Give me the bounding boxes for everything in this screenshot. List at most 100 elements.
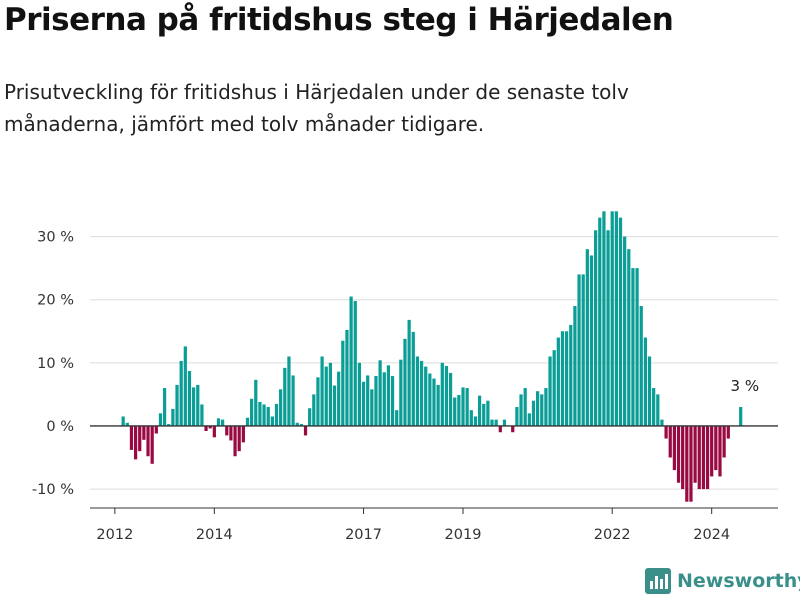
bar xyxy=(589,255,594,426)
bar xyxy=(138,425,142,452)
bar xyxy=(544,388,548,426)
bar xyxy=(183,346,187,426)
bar xyxy=(337,371,341,426)
bar xyxy=(598,217,602,426)
bar xyxy=(411,331,415,426)
bar xyxy=(374,376,378,426)
bar xyxy=(714,425,718,471)
bar xyxy=(386,365,391,426)
bar xyxy=(647,356,652,426)
bar xyxy=(573,306,577,426)
bar xyxy=(710,425,714,477)
labels: -10 % 0 % 10 % 20 % 30 % 2012 2014 2017 2019 2022… xyxy=(32,230,759,543)
bar xyxy=(440,362,444,426)
bar xyxy=(428,373,432,426)
bar xyxy=(216,418,221,426)
bar xyxy=(146,425,150,457)
bar xyxy=(142,425,146,440)
bar xyxy=(154,425,158,434)
bar xyxy=(490,419,494,426)
y-tick-label: 30 % xyxy=(37,230,74,246)
bar xyxy=(565,331,569,426)
bar xyxy=(548,356,552,426)
bar xyxy=(705,425,710,490)
newsworthy-brand: Newsworthy xyxy=(645,568,800,594)
bar xyxy=(287,356,291,426)
bar xyxy=(208,425,212,429)
bar xyxy=(204,425,208,431)
bar xyxy=(179,360,183,426)
bar xyxy=(664,425,668,439)
bar xyxy=(477,395,482,426)
x-tick-label: 2012 xyxy=(96,527,133,543)
bar xyxy=(602,211,606,426)
bar xyxy=(349,296,353,426)
bar xyxy=(448,372,453,426)
newsworthy-logo-icon xyxy=(645,568,671,594)
bar xyxy=(171,408,175,426)
bar xyxy=(361,381,366,426)
bar xyxy=(618,217,623,426)
bar xyxy=(419,360,424,426)
bar xyxy=(245,417,250,426)
bar xyxy=(511,425,515,433)
bars xyxy=(121,211,743,502)
bar xyxy=(531,400,536,426)
bar xyxy=(291,375,295,426)
bar xyxy=(527,413,531,426)
bar xyxy=(382,372,386,426)
bar xyxy=(316,377,320,426)
bar xyxy=(701,425,706,490)
bar xyxy=(652,388,656,426)
bar xyxy=(299,424,303,426)
bar xyxy=(635,268,639,426)
bar xyxy=(469,410,473,426)
x-tick-label: 2014 xyxy=(196,527,233,543)
bar xyxy=(519,394,523,426)
bar xyxy=(672,425,677,471)
bar xyxy=(461,387,465,426)
x-tick-label: 2024 xyxy=(693,527,730,543)
gridlines xyxy=(90,236,778,490)
bar xyxy=(676,425,681,483)
bar xyxy=(560,331,565,426)
bar xyxy=(262,404,266,426)
bar xyxy=(718,425,722,477)
y-tick-label: 20 % xyxy=(37,293,74,309)
bar xyxy=(328,362,333,426)
bar xyxy=(125,422,129,426)
bar xyxy=(250,398,254,426)
bar xyxy=(274,403,279,426)
bar xyxy=(395,410,399,426)
bar xyxy=(266,407,270,426)
bar xyxy=(535,391,540,426)
bar xyxy=(486,400,490,426)
y-tick-label: 10 % xyxy=(37,356,74,372)
bar xyxy=(668,425,672,458)
bar xyxy=(254,379,258,426)
x-tick-label: 2017 xyxy=(345,527,382,543)
bar xyxy=(606,230,610,426)
bar xyxy=(660,419,664,426)
bar xyxy=(320,356,324,426)
bar xyxy=(150,425,154,464)
bar xyxy=(726,425,730,439)
bar xyxy=(129,425,134,450)
bar xyxy=(697,425,701,490)
bar xyxy=(312,394,316,426)
x-tick-label: 2019 xyxy=(445,527,482,543)
bar xyxy=(552,350,556,426)
bar xyxy=(200,404,204,426)
bar xyxy=(594,230,598,426)
bar xyxy=(237,425,241,452)
bar xyxy=(212,425,216,438)
bar xyxy=(158,413,163,426)
bar xyxy=(631,268,635,426)
bar xyxy=(498,425,502,433)
bar xyxy=(473,416,478,426)
bar xyxy=(187,371,192,426)
last-value-annotation: 3 % xyxy=(731,377,760,395)
bar xyxy=(685,425,689,502)
bar xyxy=(693,425,697,483)
bar xyxy=(656,394,660,426)
